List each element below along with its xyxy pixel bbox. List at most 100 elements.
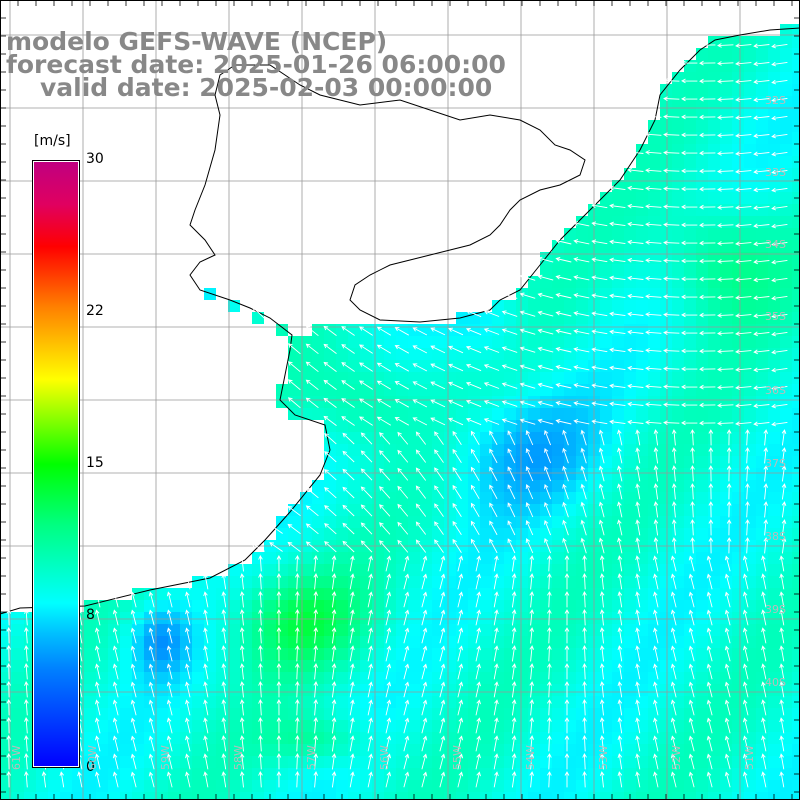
wind-speed-cell [780,792,792,800]
wind-speed-cell [552,732,564,744]
wind-arrow [434,539,444,553]
wind-speed-cell [732,720,744,732]
wind-speed-cell [708,528,720,540]
wind-speed-cell [720,120,732,132]
wind-speed-cell [600,792,612,800]
wind-arrow [430,345,446,354]
wind-arrow [763,483,769,500]
wind-speed-cell [48,780,60,792]
wind-speed-cell [480,600,492,612]
wind-speed-cell [264,636,276,648]
wind-speed-cell [156,768,168,780]
wind-speed-cell [204,744,216,756]
wind-arrow [681,384,698,390]
wind-speed-cell [624,576,636,588]
wind-speed-cell [480,468,492,480]
wind-speed-cell [396,444,408,456]
wind-arrow [771,241,788,247]
wind-arrow [699,420,716,426]
wind-speed-cell [576,768,588,780]
wind-speed-cell [660,300,672,312]
wind-arrow [452,520,462,535]
wind-speed-cell [684,516,696,528]
wind-speed-cell [696,264,708,276]
wind-arrow [412,345,428,354]
lon-label: 59W [159,745,172,770]
wind-speed-cell [480,456,492,468]
wind-speed-cell [612,768,624,780]
wind-speed-cell [732,132,744,144]
wind-arrow [529,645,535,662]
wind-arrow [403,735,410,752]
wind-speed-cell [696,192,708,204]
wind-speed-cell [624,756,636,768]
wind-speed-cell [480,552,492,564]
wind-speed-cell [516,432,528,444]
wind-speed-cell [576,648,588,660]
wind-arrow [617,573,623,590]
wind-speed-cell [696,492,708,504]
wind-speed-cell [624,264,636,276]
wind-speed-cell [192,732,204,744]
wind-arrow [221,573,227,590]
wind-speed-cell [324,408,336,420]
wind-speed-cell [660,624,672,636]
wind-speed-cell [564,708,576,720]
wind-speed-cell [600,288,612,300]
wind-speed-cell [324,372,336,384]
wind-speed-cell [120,624,132,636]
wind-speed-cell [552,588,564,600]
wind-speed-cell [420,480,432,492]
wind-speed-cell [264,648,276,660]
wind-speed-cell [228,756,240,768]
wind-speed-cell [708,672,720,684]
wind-arrow [717,61,734,66]
wind-speed-cell [792,708,800,720]
wind-arrow [148,735,155,752]
wind-arrow [582,771,587,788]
wind-speed-cell [768,780,780,792]
wind-speed-cell [444,552,456,564]
wind-speed-cell [192,624,204,636]
wind-speed-cell [636,396,648,408]
wind-speed-cell [516,624,528,636]
wind-speed-cell [228,744,240,756]
wind-arrow [742,717,749,734]
wind-speed-cell [732,564,744,576]
wind-speed-cell [456,720,468,732]
wind-arrow [385,591,392,608]
wind-arrow [519,310,536,317]
wind-arrow [421,609,428,626]
wind-speed-cell [504,324,516,336]
wind-speed-cell [720,324,732,336]
wind-speed-cell [384,324,396,336]
wind-speed-cell [12,696,24,708]
wind-speed-cell [612,600,624,612]
wind-speed-cell [312,396,324,408]
wind-speed-cell [696,588,708,600]
wind-speed-cell [624,336,636,348]
wind-speed-cell [744,660,756,672]
wind-speed-cell [780,444,792,456]
wind-arrow [591,239,608,245]
wind-arrow [745,447,750,464]
wind-arrow [591,329,608,335]
wind-speed-cell [744,516,756,528]
wind-speed-cell [384,372,396,384]
wind-arrow [349,681,355,698]
wind-speed-cell [456,792,468,800]
wind-speed-cell [660,456,672,468]
wind-speed-cell [444,684,456,696]
wind-arrow [699,186,716,192]
wind-speed-cell [552,696,564,708]
wind-arrow [239,645,245,662]
wind-speed-cell [336,552,348,564]
wind-speed-cell [720,684,732,696]
wind-speed-cell [768,516,780,528]
wind-arrow [562,501,569,518]
wind-speed-cell [756,156,768,168]
wind-speed-cell [312,360,324,372]
wind-speed-cell [720,84,732,96]
wind-speed-cell [516,312,528,324]
wind-speed-cell [576,708,588,720]
